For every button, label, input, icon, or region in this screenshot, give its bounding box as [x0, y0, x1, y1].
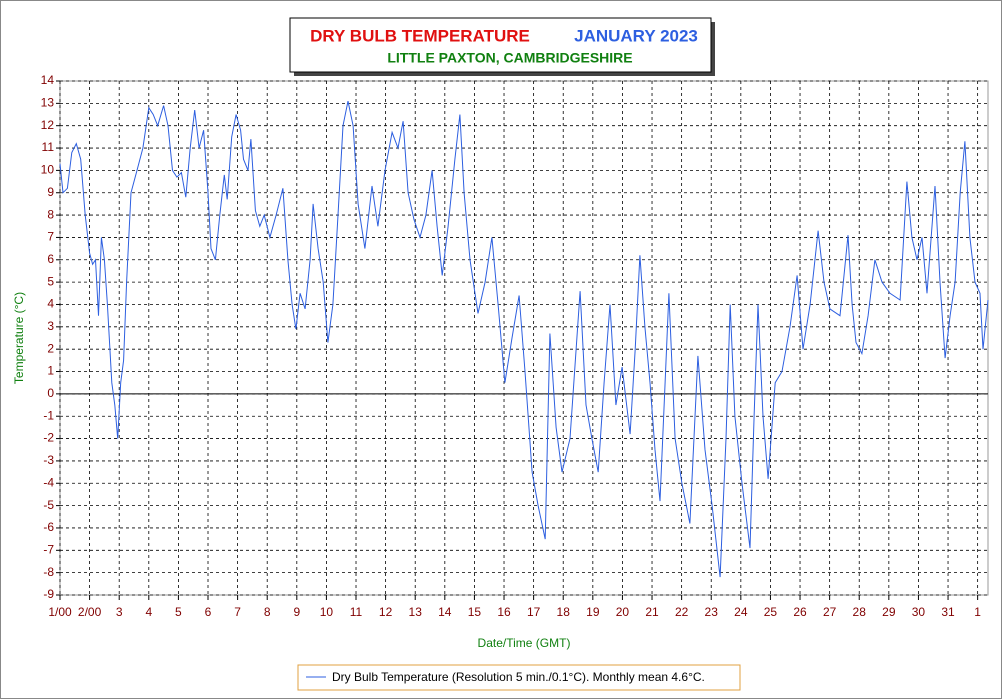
- x-tick-label: 28: [853, 605, 867, 619]
- legend-label: Dry Bulb Temperature (Resolution 5 min./…: [332, 670, 705, 684]
- x-tick-label: 1/00: [48, 605, 72, 619]
- y-tick-label: -5: [43, 498, 54, 512]
- x-tick-label: 17: [527, 605, 541, 619]
- y-tick-label: 8: [47, 207, 54, 221]
- x-tick-label: 4: [145, 605, 152, 619]
- x-tick-label: 21: [645, 605, 659, 619]
- y-tick-label: -7: [43, 542, 54, 556]
- x-tick-label: 26: [793, 605, 807, 619]
- x-tick-label: 27: [823, 605, 837, 619]
- y-tick-label: -1: [43, 408, 54, 422]
- x-tick-label: 1: [974, 605, 981, 619]
- x-tick-label: 8: [264, 605, 271, 619]
- x-tick-label: 20: [616, 605, 630, 619]
- legend-box: [297, 664, 741, 691]
- y-tick-label: 5: [47, 274, 54, 288]
- x-axis-label: Date/Time (GMT): [478, 636, 571, 650]
- x-tick-label: 12: [379, 605, 393, 619]
- y-tick-label: 4: [47, 297, 54, 311]
- y-tick-label: 9: [47, 185, 54, 199]
- y-tick-label: 1: [47, 364, 54, 378]
- x-tick-label: 9: [293, 605, 300, 619]
- x-tick-label: 16: [497, 605, 511, 619]
- x-tick-label: 25: [764, 605, 778, 619]
- x-tick-label: 11: [350, 605, 363, 619]
- y-axis-label: Temperature (°C): [12, 292, 26, 384]
- y-tick-label: 13: [41, 96, 55, 110]
- y-tick-label: -8: [43, 565, 54, 579]
- x-tick-label: 24: [734, 605, 748, 619]
- x-tick-label: 2/00: [78, 605, 102, 619]
- y-tick-label: -4: [43, 475, 54, 489]
- y-tick-label: -3: [43, 453, 54, 467]
- plot-area: [59, 80, 989, 596]
- chart-title: DRY BULB TEMPERATURE: [310, 26, 530, 45]
- y-tick-label: 2: [47, 341, 54, 355]
- x-tick-label: 7: [234, 605, 241, 619]
- x-tick-label: 5: [175, 605, 182, 619]
- x-tick-label: 23: [705, 605, 719, 619]
- subtitle: LITTLE PAXTON, CAMBRIDGESHIRE: [387, 50, 632, 66]
- y-tick-label: 14: [41, 73, 55, 87]
- x-tick-label: 22: [675, 605, 689, 619]
- x-tick-label: 29: [882, 605, 896, 619]
- y-tick-label: 3: [47, 319, 54, 333]
- y-tick-label: 11: [42, 140, 55, 154]
- x-tick-label: 15: [468, 605, 482, 619]
- y-tick-label: -2: [43, 431, 54, 445]
- x-tick-label: 3: [116, 605, 123, 619]
- x-tick-label: 13: [409, 605, 423, 619]
- x-tick-label: 14: [438, 605, 452, 619]
- x-tick-label: 31: [941, 605, 955, 619]
- y-tick-label: -6: [43, 520, 54, 534]
- y-tick-label: 6: [47, 252, 54, 266]
- y-tick-label: 10: [41, 163, 55, 177]
- x-tick-label: 19: [586, 605, 600, 619]
- y-tick-label: 7: [47, 230, 54, 244]
- x-tick-label: 30: [912, 605, 926, 619]
- x-tick-label: 6: [205, 605, 212, 619]
- y-tick-label: -9: [43, 587, 54, 601]
- data-line: [59, 100, 989, 578]
- x-tick-label: 18: [557, 605, 571, 619]
- title-date: JANUARY 2023: [574, 26, 698, 45]
- x-tick-label: 10: [320, 605, 334, 619]
- y-tick-label: 12: [41, 118, 55, 132]
- y-tick-label: 0: [47, 386, 54, 400]
- title-box: [289, 17, 712, 73]
